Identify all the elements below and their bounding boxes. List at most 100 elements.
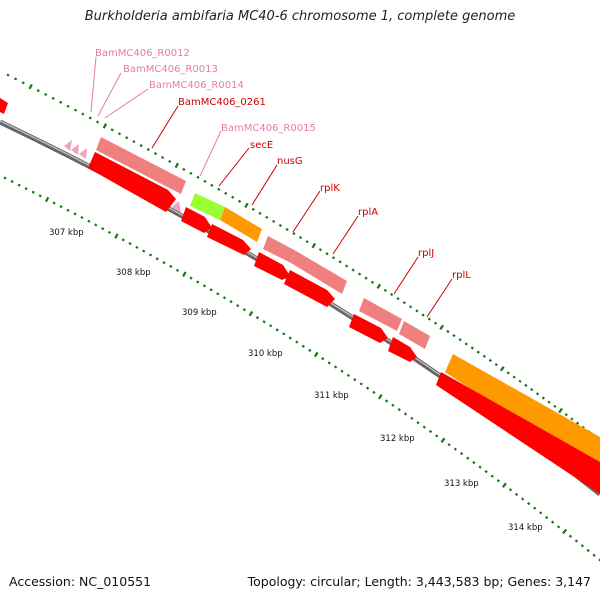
inner-tick-track: [3, 176, 600, 562]
minor-tick: [95, 120, 100, 124]
minor-tick: [397, 407, 401, 412]
major-tick: [313, 351, 319, 358]
gene-bar-rplJ[interactable]: [359, 298, 402, 331]
gene-bar-nusG[interactable]: [220, 207, 262, 242]
minor-tick: [229, 300, 233, 304]
major-tick: [377, 393, 383, 400]
minor-tick: [346, 373, 351, 378]
minor-tick: [216, 292, 220, 296]
label-rplK[interactable]: rplK: [320, 183, 340, 194]
label-rplL[interactable]: rplL: [452, 270, 471, 281]
major-tick: [174, 162, 179, 169]
minor-tick: [466, 456, 470, 460]
minor-tick: [539, 511, 543, 515]
minor-tick: [340, 369, 344, 373]
cds-arrow-large[interactable]: [436, 372, 600, 494]
gene-bar-rplL[interactable]: [399, 321, 430, 349]
label-secE[interactable]: secE: [250, 140, 273, 151]
minor-tick: [530, 388, 534, 392]
minor-tick: [365, 386, 370, 390]
minor-tick: [66, 104, 70, 108]
major-tick: [45, 196, 50, 203]
minor-tick: [175, 268, 180, 272]
minor-tick: [435, 434, 439, 438]
minor-tick: [203, 179, 207, 183]
minor-tick: [403, 412, 408, 416]
minor-tick: [155, 257, 159, 261]
minor-tick: [258, 211, 262, 215]
ruler-label: 312 kbp: [380, 434, 415, 444]
minor-tick: [162, 261, 166, 265]
trna-r0015-arrow[interactable]: [172, 201, 181, 213]
gene-bar-rplA[interactable]: [291, 251, 347, 294]
minor-tick: [472, 460, 476, 465]
minor-tick: [359, 382, 363, 386]
minor-tick: [580, 544, 584, 548]
gene-bar-rplK[interactable]: [263, 236, 296, 263]
label-0261[interactable]: BamMC406_0261: [178, 97, 266, 108]
minor-tick: [153, 151, 158, 156]
minor-tick: [73, 108, 78, 112]
minor-tick: [14, 77, 18, 81]
label-r0012[interactable]: BamMC406_R0012: [95, 48, 190, 59]
minor-tick: [217, 187, 221, 191]
accession-text: Accession: NC_010551: [9, 574, 152, 589]
cds-arrow-0261[interactable]: [88, 152, 176, 212]
trna-r0014-arrow[interactable]: [79, 148, 87, 159]
label-r0014[interactable]: BamMC406_R0014: [149, 80, 244, 91]
minor-tick: [125, 136, 129, 140]
minor-tick: [482, 354, 486, 358]
trna-r0013-arrow[interactable]: [71, 144, 79, 155]
cds-arrow-rplK[interactable]: [254, 252, 290, 280]
minor-tick: [308, 348, 312, 352]
minor-tick: [586, 548, 590, 553]
major-tick: [311, 242, 317, 249]
minor-tick: [402, 301, 406, 305]
edge-cds-feature[interactable]: [0, 98, 8, 114]
minor-tick: [305, 240, 309, 244]
ruler-label: 313 kbp: [444, 479, 479, 489]
ruler-label: 308 kbp: [116, 268, 151, 278]
gene-bar-0261[interactable]: [96, 137, 186, 194]
label-r0015[interactable]: BamMC406_R0015: [221, 123, 316, 134]
minor-tick: [275, 328, 279, 332]
label-rplA[interactable]: rplA: [358, 207, 378, 218]
ruler-label: 307 kbp: [49, 228, 84, 238]
gene-bar-secE[interactable]: [190, 193, 225, 220]
major-tick: [114, 233, 119, 239]
minor-tick: [44, 92, 48, 97]
cds-arrow-nusG[interactable]: [207, 224, 251, 255]
cds-arrow-rplJ[interactable]: [349, 314, 388, 343]
minor-tick: [545, 515, 549, 520]
map-title: Burkholderia ambifaria MC40-6 chromosome…: [84, 9, 516, 24]
label-rplJ[interactable]: rplJ: [418, 248, 434, 259]
cds-arrow-rplA[interactable]: [284, 270, 335, 307]
minor-tick: [470, 346, 474, 350]
minor-tick: [36, 89, 40, 93]
minor-tick: [101, 227, 105, 231]
label-r0013[interactable]: BamMC406_R0013: [123, 64, 218, 75]
minor-tick: [396, 297, 400, 301]
minor-tick: [478, 465, 482, 469]
minor-tick: [295, 340, 299, 344]
minor-tick: [496, 479, 500, 483]
minor-tick: [51, 96, 55, 100]
minor-tick: [59, 100, 63, 104]
minor-tick: [189, 171, 193, 175]
minor-tick: [135, 245, 139, 249]
minor-tick: [224, 191, 228, 195]
leader-r0012: [90, 56, 97, 113]
minor-tick: [409, 305, 413, 309]
minor-tick: [73, 212, 77, 216]
label-nusG[interactable]: nusG: [277, 156, 303, 167]
trna-r0012-arrow[interactable]: [64, 140, 72, 151]
minor-tick: [527, 501, 531, 506]
minor-tick: [210, 183, 214, 187]
minor-tick: [6, 73, 10, 77]
cds-arrow-rplL[interactable]: [388, 337, 417, 362]
cds-arrow-secE[interactable]: [181, 207, 212, 233]
minor-tick: [325, 252, 329, 256]
minor-tick: [10, 179, 14, 184]
minor-tick: [415, 309, 419, 313]
